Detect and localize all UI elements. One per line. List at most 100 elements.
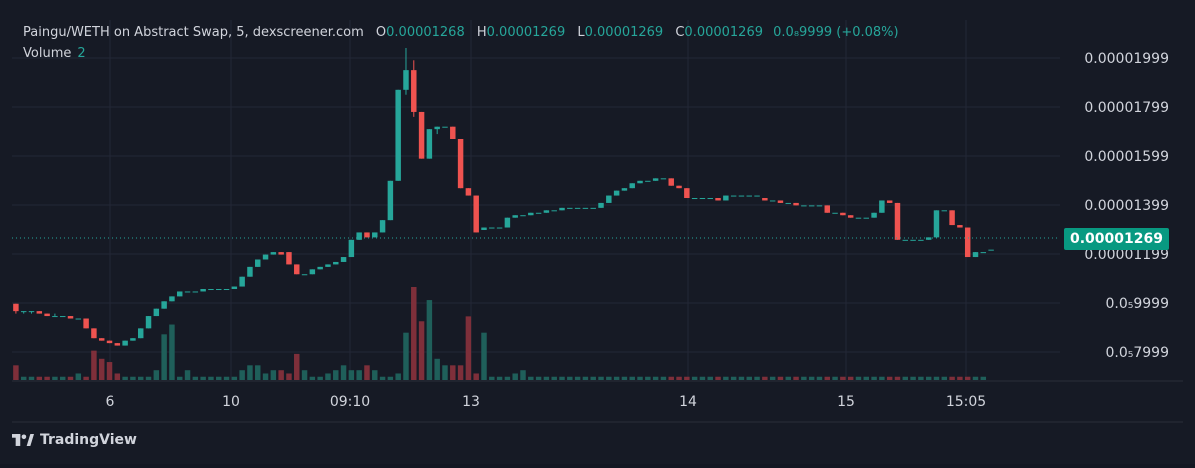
candle <box>317 266 323 270</box>
volume-bar <box>738 376 745 380</box>
candle <box>894 202 901 240</box>
candle-body <box>67 316 74 319</box>
volume-bar <box>450 365 456 380</box>
candle-body <box>723 195 729 201</box>
candle <box>137 328 144 339</box>
volume-bar <box>598 376 604 380</box>
candle <box>691 198 698 200</box>
candle-body <box>325 264 331 267</box>
candle-body <box>177 291 183 297</box>
price-axis[interactable]: 0.00001999 0.00001799 0.00001599 0.00001399… <box>1084 51 1169 361</box>
volume-bar <box>840 376 846 380</box>
volume-bar <box>567 376 573 380</box>
candle-body <box>247 266 253 277</box>
candle-body <box>411 70 417 112</box>
volume-bar <box>606 376 612 380</box>
candle-body <box>707 198 713 200</box>
candle <box>793 202 799 206</box>
volume-bar <box>122 376 128 380</box>
candle-body <box>83 318 89 329</box>
volume-bar <box>262 373 269 380</box>
volume-bar <box>442 365 448 380</box>
candle <box>933 210 940 238</box>
candle-body <box>442 126 448 128</box>
candle <box>613 190 620 196</box>
price-tick-label: 0.0₅7999 <box>1105 345 1169 361</box>
volume-bar <box>411 287 417 380</box>
candle <box>426 129 433 159</box>
volume-bar <box>294 353 300 380</box>
price-tick-label: 0.00001399 <box>1084 198 1169 214</box>
candle-body <box>660 178 667 180</box>
candle-body <box>738 195 745 197</box>
branding[interactable]: TradingView <box>12 432 137 448</box>
candle-body <box>59 316 66 318</box>
volume-bar <box>902 376 909 380</box>
candle-body <box>286 252 292 265</box>
candle <box>910 239 916 241</box>
candle <box>707 198 713 200</box>
volume-bar <box>52 376 58 380</box>
candle-body <box>645 180 651 182</box>
candle <box>886 200 893 203</box>
high-label: H <box>476 25 487 40</box>
volume-bar <box>645 376 651 380</box>
candle <box>715 198 721 201</box>
candle <box>262 254 269 260</box>
candle-body <box>418 111 425 159</box>
volume-bar <box>769 376 776 380</box>
candle <box>457 138 464 189</box>
candle <box>863 217 870 219</box>
volume-bar <box>200 376 206 380</box>
candle-body <box>598 202 604 208</box>
candle-body <box>278 252 284 255</box>
candle <box>918 239 924 241</box>
price-tick-label: 0.0₅9999 <box>1105 296 1169 312</box>
candle <box>379 220 386 233</box>
candle <box>255 259 261 267</box>
candle-body <box>910 239 916 241</box>
volume-bar <box>44 376 50 380</box>
candle-body <box>481 227 487 230</box>
volume-bar <box>824 376 830 380</box>
candle-body <box>340 257 347 262</box>
volume-label: Volume <box>23 46 72 61</box>
close-value: 0.00001269 <box>684 25 763 40</box>
candle-body <box>426 129 433 159</box>
volume-bar <box>473 373 479 380</box>
volume-bar <box>621 376 628 380</box>
candle-body <box>980 252 987 254</box>
volume-bar <box>715 376 721 380</box>
volume-legend[interactable]: Volume 2 <box>23 45 86 62</box>
volume-bar <box>130 376 136 380</box>
volume-bar <box>754 376 760 380</box>
close-label: C <box>675 25 685 40</box>
volume-bar <box>223 376 230 380</box>
candle-body <box>769 200 776 202</box>
volume-bar <box>379 376 386 380</box>
volume-bar <box>325 373 331 380</box>
volume-bar <box>730 376 737 380</box>
candle-body <box>270 252 277 255</box>
candle <box>871 212 877 218</box>
volume-bars <box>13 287 987 380</box>
volume-bar <box>364 365 370 380</box>
candle-body <box>574 207 581 209</box>
symbol-title[interactable]: Paingu/WETH on Abstract Swap, 5, dexscre… <box>23 25 364 40</box>
volume-bar <box>777 376 784 380</box>
open-value: 0.00001268 <box>386 25 465 40</box>
candle <box>777 200 784 203</box>
volume-bar <box>559 376 565 380</box>
candle-body <box>356 232 362 240</box>
candle-body <box>192 291 199 293</box>
volume-bar <box>114 373 121 380</box>
time-axis[interactable]: 6 10 09:10 13 14 15 15:05 <box>106 394 987 410</box>
candle <box>879 200 885 213</box>
time-tick-label: 15:05 <box>946 394 986 410</box>
volume-bar <box>348 370 355 380</box>
candle <box>418 111 425 159</box>
candle <box>535 212 542 214</box>
candle <box>629 183 635 189</box>
